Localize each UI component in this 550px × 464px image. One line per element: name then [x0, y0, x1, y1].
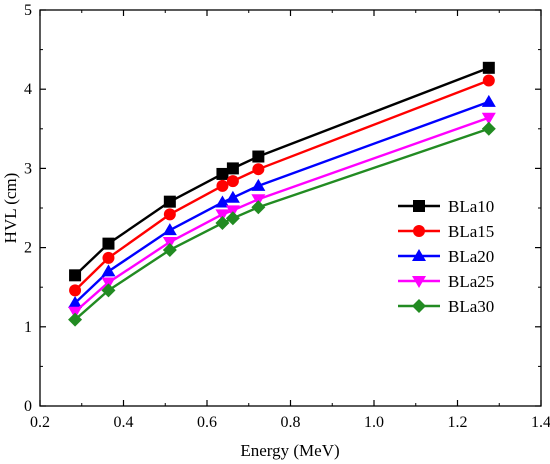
series-line [74, 66, 490, 277]
y-tick-label: 3 [24, 160, 32, 177]
data-point [215, 216, 230, 231]
legend-entry-bla30: BLa30 [398, 297, 494, 316]
data-point [215, 209, 230, 222]
data-point [481, 121, 496, 136]
series-bla10 [69, 61, 495, 282]
y-tick-label: 4 [24, 81, 32, 98]
x-tick-label: 0.8 [281, 414, 301, 431]
legend-label: BLa30 [448, 297, 494, 316]
x-axis-title: Energy (MeV) [240, 441, 339, 460]
data-point [163, 208, 176, 221]
data-point [216, 179, 229, 192]
data-point [251, 200, 266, 215]
data-point [482, 61, 495, 74]
data-point [481, 94, 496, 107]
legend-marker [413, 225, 425, 237]
data-point [216, 167, 229, 180]
legend-entry-bla15: BLa15 [398, 222, 494, 241]
data-point [226, 175, 239, 188]
series-line [74, 79, 490, 292]
legend: BLa10 BLa15 BLa20 BLa25 BLa30 [398, 197, 494, 316]
legend-label: BLa25 [448, 272, 494, 291]
data-point [251, 178, 266, 191]
legend-marker [413, 200, 425, 212]
x-tick-label: 1.2 [448, 414, 468, 431]
axes: 0.2 0.4 0.6 0.8 1.0 1.2 1.4 0 1 2 3 4 5 [24, 2, 550, 431]
data-point [162, 242, 177, 257]
data-point [101, 264, 116, 277]
series-bla25 [68, 112, 496, 319]
y-tick-label: 1 [24, 319, 32, 336]
series-bla30 [68, 121, 496, 327]
legend-entry-bla10: BLa10 [398, 197, 494, 216]
y-tick-label: 2 [24, 240, 32, 257]
x-tick-label: 1.0 [364, 414, 384, 431]
legend-marker [412, 299, 426, 313]
data-point [252, 150, 265, 163]
plot-area [68, 61, 496, 327]
data-point [102, 237, 115, 250]
data-point [215, 195, 230, 208]
legend-label: BLa10 [448, 197, 494, 216]
legend-marker [412, 249, 426, 261]
data-point [69, 284, 82, 297]
data-point [68, 296, 83, 309]
legend-entry-bla25: BLa25 [398, 272, 494, 291]
y-axis-title: HVL (cm) [1, 173, 20, 244]
series-bla20 [68, 94, 496, 309]
data-point [68, 312, 83, 327]
data-point [101, 283, 116, 298]
data-point [163, 195, 176, 208]
legend-label: BLa20 [448, 247, 494, 266]
x-tick-label: 1.4 [531, 414, 550, 431]
legend-marker [412, 276, 426, 288]
legend-entry-bla20: BLa20 [398, 247, 494, 266]
data-point [225, 190, 240, 203]
x-tick-label: 0.2 [30, 414, 50, 431]
y-tick-label: 0 [24, 398, 32, 415]
data-point [162, 223, 177, 236]
data-point [69, 269, 82, 282]
data-point [252, 163, 265, 176]
series-bla15 [69, 74, 495, 297]
data-point [226, 162, 239, 175]
x-tick-label: 0.6 [197, 414, 217, 431]
data-point [225, 211, 240, 226]
data-point [102, 251, 115, 264]
data-point [482, 74, 495, 87]
y-tick-label: 5 [24, 2, 32, 19]
data-point [481, 112, 496, 125]
legend-label: BLa15 [448, 222, 494, 241]
x-tick-label: 0.4 [114, 414, 134, 431]
